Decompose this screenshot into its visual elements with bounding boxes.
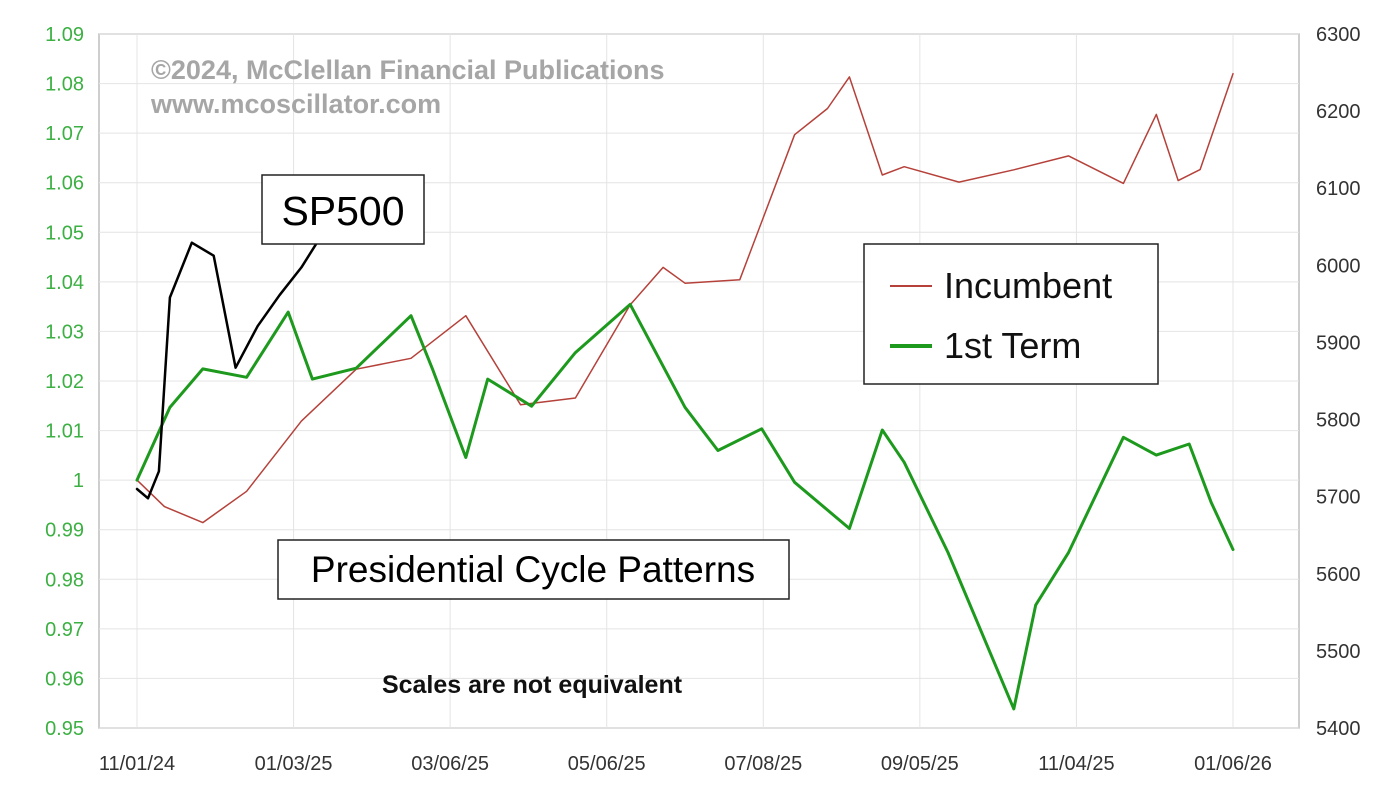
y-left-tick-label: 0.95 (45, 718, 84, 740)
y-right-tick-label: 6300 (1316, 24, 1361, 46)
y-right-tick-label: 6000 (1316, 255, 1361, 277)
y-right-tick-label: 5900 (1316, 332, 1361, 354)
series-line-incumbent (136, 72, 1234, 524)
legend-label-incumbent: Incumbent (944, 265, 1112, 306)
y-left-tick-label: 1.02 (45, 371, 84, 393)
y-right-tick-label: 6100 (1316, 178, 1361, 200)
x-tick-label: 01/03/25 (255, 753, 333, 775)
pattern-label-box (277, 539, 790, 600)
sp500-label: SP500 (281, 188, 404, 234)
scales-note: Scales are not equivalent (382, 671, 683, 699)
y-left-tick-label: 1.05 (45, 222, 84, 244)
series-line-1st-term (135, 302, 1235, 711)
y-left-tick-label: 1.04 (45, 272, 84, 294)
y-left-tick-label: 1.07 (45, 123, 84, 145)
y-left-tick-label: 1 (73, 470, 84, 492)
x-tick-label: 05/06/25 (568, 753, 646, 775)
y-left-tick-label: 1.01 (45, 421, 84, 443)
x-tick-label: 01/06/26 (1194, 753, 1272, 775)
x-tick-label: 07/08/25 (724, 753, 802, 775)
x-tick-label: 03/06/25 (411, 753, 489, 775)
right-axis: 6300 6200 6100 6000 5900 5800 5700 5600 5500 5400 (1316, 24, 1361, 740)
x-axis: 11/01/24 01/03/25 03/06/25 05/06/25 07/08/25… (99, 753, 1272, 775)
y-left-tick-label: 0.99 (45, 520, 84, 542)
y-right-tick-label: 5800 (1316, 410, 1361, 432)
y-right-tick-label: 6200 (1316, 101, 1361, 123)
x-tick-label: 09/05/25 (881, 753, 959, 775)
y-right-tick-label: 5600 (1316, 564, 1361, 586)
y-left-tick-label: 0.98 (45, 569, 84, 591)
left-axis: 1.09 1.08 1.07 1.06 1.05 1.04 1.03 1.02 1.01 1 0.9… (45, 24, 84, 740)
y-right-tick-label: 5400 (1316, 718, 1361, 740)
y-right-tick-label: 5700 (1316, 487, 1361, 509)
legend-box (863, 243, 1159, 385)
y-left-tick-label: 1.06 (45, 173, 84, 195)
sp500-label-box (261, 174, 425, 245)
y-left-tick-label: 1.09 (45, 24, 84, 46)
y-left-tick-label: 0.96 (45, 668, 84, 690)
pattern-label: Presidential Cycle Patterns (311, 549, 755, 590)
copyright-text: ©2024, McClellan Financial Publications (151, 55, 665, 85)
y-right-tick-label: 5500 (1316, 641, 1361, 663)
legend: Incumbent 1st Term (863, 243, 1159, 385)
x-tick-label: 11/04/25 (1038, 753, 1114, 775)
y-left-tick-label: 1.03 (45, 321, 84, 343)
y-left-tick-label: 1.08 (45, 74, 84, 96)
website-text: www.mcoscillator.com (150, 89, 441, 119)
x-tick-label: 11/01/24 (99, 753, 175, 775)
legend-label-1st-term: 1st Term (944, 325, 1081, 366)
y-left-tick-label: 0.97 (45, 619, 84, 641)
